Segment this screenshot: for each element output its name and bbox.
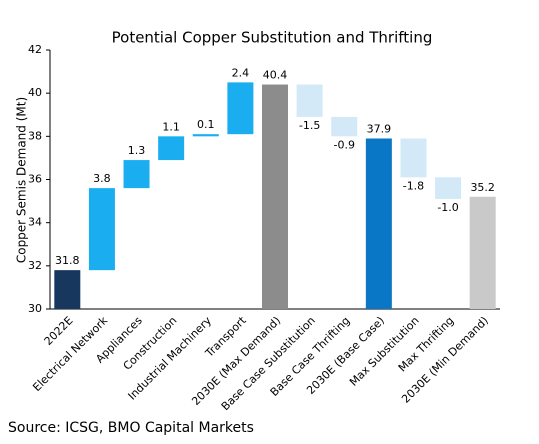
bar [54,270,81,309]
data-label: -1.0 [437,201,458,214]
y-tick-label: 30 [28,302,42,315]
data-label: 1.3 [128,144,146,157]
bar [435,177,462,199]
data-label: -1.5 [299,119,320,132]
data-label: 0.1 [197,118,215,131]
bar [192,134,219,137]
data-label: 1.1 [162,120,180,133]
bar [365,138,392,309]
bar [88,188,115,271]
bar [331,116,358,137]
y-tick-label: 36 [28,173,42,186]
chart-title: Potential Copper Substitution and Thrift… [112,29,433,47]
data-label: 2.4 [232,66,250,79]
y-tick-label: 34 [28,216,42,229]
data-label: 31.8 [55,254,80,267]
data-label: 37.9 [367,122,392,135]
bar [262,84,288,310]
y-axis-label: Copper Semis Demand (Mt) [15,97,29,263]
y-tick-label: 40 [28,86,42,99]
bar [123,160,150,189]
data-label: 40.4 [263,69,288,82]
x-tick-label: 2022E [42,314,76,348]
bar [400,138,427,178]
y-tick-label: 38 [28,129,42,142]
bar [469,196,496,309]
y-tick-label: 42 [28,43,42,56]
bar [296,84,323,117]
bar [227,82,254,135]
y-tick-label: 32 [28,259,42,272]
data-label: 3.8 [93,172,111,185]
bar [158,136,185,161]
data-label: -0.9 [333,138,354,151]
source-note: Source: ICSG, BMO Capital Markets [8,420,254,436]
data-label: -1.8 [403,179,424,192]
data-label: 35.2 [470,181,495,194]
